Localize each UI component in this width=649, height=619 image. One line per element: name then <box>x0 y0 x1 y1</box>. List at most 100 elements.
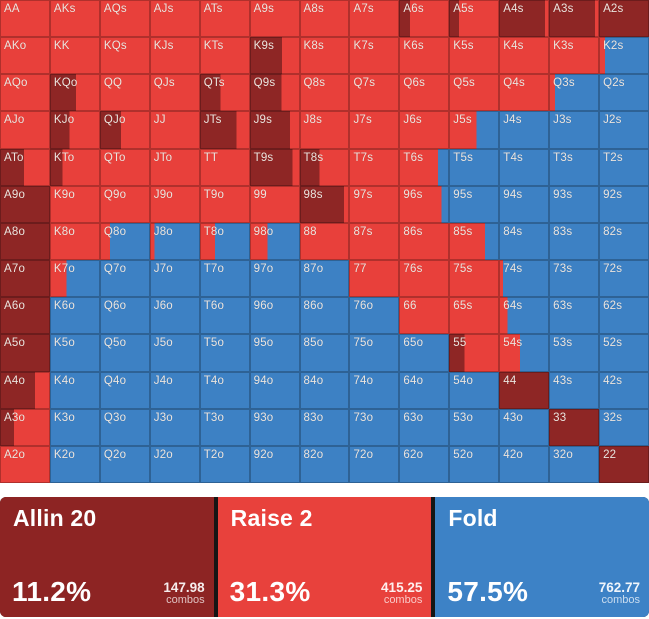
hand-cell-KTs[interactable]: KTs <box>199 37 250 75</box>
hand-cell-86s[interactable]: 86s <box>399 222 450 261</box>
hand-cell-A3s[interactable]: A3s <box>549 0 600 38</box>
hand-cell-22[interactable]: 22 <box>599 445 649 483</box>
hand-cell-54s[interactable]: 54s <box>499 334 550 372</box>
hand-cell-JTo[interactable]: JTo <box>149 148 200 186</box>
hand-cell-T2s[interactable]: T2s <box>599 148 649 186</box>
hand-cell-Q5o[interactable]: Q5o <box>99 334 150 372</box>
hand-cell-Q7s[interactable]: Q7s <box>349 74 400 112</box>
hand-cell-65o[interactable]: 65o <box>399 334 450 372</box>
hand-cell-K9s[interactable]: K9s <box>249 37 300 75</box>
hand-cell-T3s[interactable]: T3s <box>549 148 600 186</box>
hand-cell-A7o[interactable]: A7o <box>0 260 50 298</box>
legend-allin-block[interactable]: Allin 20 11.2% 147.98 combos <box>0 497 214 617</box>
hand-cell-64o[interactable]: 64o <box>399 371 450 409</box>
hand-cell-K2o[interactable]: K2o <box>49 445 100 483</box>
hand-cell-86o[interactable]: 86o <box>299 297 350 335</box>
hand-cell-K3s[interactable]: K3s <box>549 37 600 75</box>
hand-cell-J7s[interactable]: J7s <box>349 111 400 149</box>
hand-cell-J4s[interactable]: J4s <box>499 111 550 149</box>
hand-cell-Q7o[interactable]: Q7o <box>99 260 150 298</box>
hand-cell-K3o[interactable]: K3o <box>49 408 100 446</box>
hand-cell-JJ[interactable]: JJ <box>149 111 200 149</box>
hand-cell-KTo[interactable]: KTo <box>49 148 100 186</box>
hand-cell-96s[interactable]: 96s <box>399 185 450 223</box>
hand-cell-75s[interactable]: 75s <box>449 260 500 298</box>
hand-cell-T5s[interactable]: T5s <box>449 148 500 186</box>
hand-cell-ATo[interactable]: ATo <box>0 148 50 186</box>
hand-cell-A4o[interactable]: A4o <box>0 371 50 409</box>
hand-cell-A2s[interactable]: A2s <box>599 0 649 38</box>
hand-cell-94o[interactable]: 94o <box>249 371 300 409</box>
hand-cell-97o[interactable]: 97o <box>249 260 300 298</box>
hand-cell-J9s[interactable]: J9s <box>249 111 300 149</box>
hand-cell-72s[interactable]: 72s <box>599 260 649 298</box>
hand-cell-J5o[interactable]: J5o <box>149 334 200 372</box>
hand-cell-QJs[interactable]: QJs <box>149 74 200 112</box>
hand-cell-K5o[interactable]: K5o <box>49 334 100 372</box>
hand-cell-83s[interactable]: 83s <box>549 222 600 261</box>
hand-cell-J8s[interactable]: J8s <box>299 111 350 149</box>
hand-cell-A6s[interactable]: A6s <box>399 0 450 38</box>
hand-cell-J2s[interactable]: J2s <box>599 111 649 149</box>
hand-cell-65s[interactable]: 65s <box>449 297 500 335</box>
hand-cell-33[interactable]: 33 <box>549 408 600 446</box>
hand-cell-K5s[interactable]: K5s <box>449 37 500 75</box>
hand-cell-53o[interactable]: 53o <box>449 408 500 446</box>
hand-cell-J3s[interactable]: J3s <box>549 111 600 149</box>
hand-cell-93o[interactable]: 93o <box>249 408 300 446</box>
hand-cell-J7o[interactable]: J7o <box>149 260 200 298</box>
hand-cell-96o[interactable]: 96o <box>249 297 300 335</box>
hand-cell-J4o[interactable]: J4o <box>149 371 200 409</box>
hand-cell-K2s[interactable]: K2s <box>599 37 649 75</box>
hand-cell-62s[interactable]: 62s <box>599 297 649 335</box>
hand-cell-J9o[interactable]: J9o <box>149 185 200 223</box>
hand-cell-T7s[interactable]: T7s <box>349 148 400 186</box>
hand-cell-A3o[interactable]: A3o <box>0 408 50 446</box>
legend-fold-block[interactable]: Fold 57.5% 762.77 combos <box>435 497 649 617</box>
hand-cell-A5s[interactable]: A5s <box>449 0 500 38</box>
hand-cell-83o[interactable]: 83o <box>299 408 350 446</box>
hand-cell-A2o[interactable]: A2o <box>0 445 50 483</box>
hand-cell-QQ[interactable]: QQ <box>99 74 150 112</box>
hand-cell-87o[interactable]: 87o <box>299 260 350 298</box>
hand-cell-J8o[interactable]: J8o <box>149 222 200 261</box>
hand-cell-T6s[interactable]: T6s <box>399 148 450 186</box>
hand-cell-73o[interactable]: 73o <box>349 408 400 446</box>
hand-cell-AJo[interactable]: AJo <box>0 111 50 149</box>
hand-cell-32s[interactable]: 32s <box>599 408 649 446</box>
hand-cell-Q8o[interactable]: Q8o <box>99 222 150 261</box>
hand-cell-42s[interactable]: 42s <box>599 371 649 409</box>
hand-cell-63s[interactable]: 63s <box>549 297 600 335</box>
hand-cell-KQs[interactable]: KQs <box>99 37 150 75</box>
hand-cell-A6o[interactable]: A6o <box>0 297 50 335</box>
hand-cell-TT[interactable]: TT <box>199 148 250 186</box>
hand-cell-94s[interactable]: 94s <box>499 185 550 223</box>
hand-cell-95s[interactable]: 95s <box>449 185 500 223</box>
hand-cell-A9o[interactable]: A9o <box>0 185 50 223</box>
hand-cell-K4o[interactable]: K4o <box>49 371 100 409</box>
hand-cell-82o[interactable]: 82o <box>299 445 350 483</box>
hand-cell-T8o[interactable]: T8o <box>199 222 250 261</box>
hand-cell-Q3s[interactable]: Q3s <box>549 74 600 112</box>
hand-cell-52s[interactable]: 52s <box>599 334 649 372</box>
hand-cell-K6o[interactable]: K6o <box>49 297 100 335</box>
hand-cell-Q2s[interactable]: Q2s <box>599 74 649 112</box>
hand-cell-KJo[interactable]: KJo <box>49 111 100 149</box>
hand-cell-77[interactable]: 77 <box>349 260 400 298</box>
hand-cell-97s[interactable]: 97s <box>349 185 400 223</box>
hand-cell-AQs[interactable]: AQs <box>99 0 150 38</box>
hand-cell-T2o[interactable]: T2o <box>199 445 250 483</box>
hand-cell-Q6s[interactable]: Q6s <box>399 74 450 112</box>
hand-cell-KJs[interactable]: KJs <box>149 37 200 75</box>
hand-cell-Q2o[interactable]: Q2o <box>99 445 150 483</box>
hand-cell-T9o[interactable]: T9o <box>199 185 250 223</box>
hand-cell-52o[interactable]: 52o <box>449 445 500 483</box>
hand-cell-55[interactable]: 55 <box>449 334 500 372</box>
hand-cell-ATs[interactable]: ATs <box>199 0 250 38</box>
hand-cell-Q4o[interactable]: Q4o <box>99 371 150 409</box>
hand-cell-AA[interactable]: AA <box>0 0 50 38</box>
hand-cell-98o[interactable]: 98o <box>249 222 300 261</box>
hand-cell-K6s[interactable]: K6s <box>399 37 450 75</box>
hand-cell-74s[interactable]: 74s <box>499 260 550 298</box>
hand-cell-53s[interactable]: 53s <box>549 334 600 372</box>
